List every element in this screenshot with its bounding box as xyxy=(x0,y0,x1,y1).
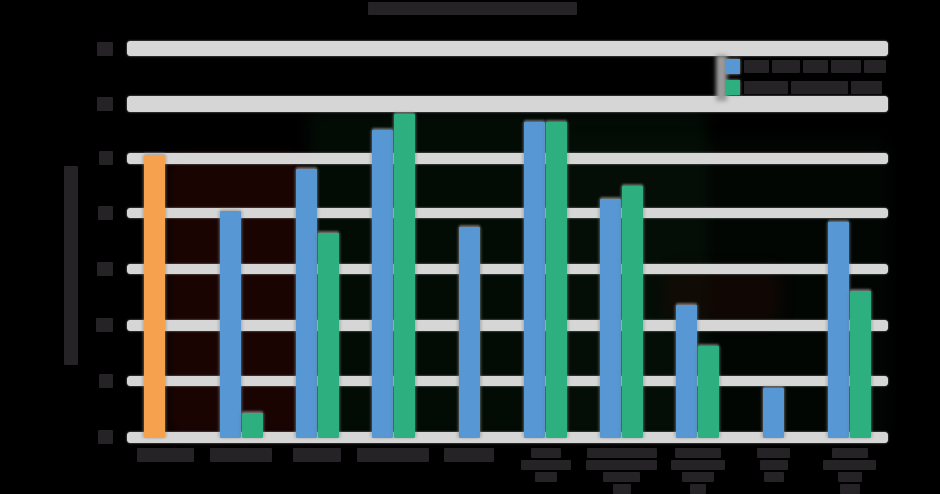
legend-swatch-series-blue xyxy=(725,59,740,74)
bar-green xyxy=(622,185,644,439)
y-tick-label-redacted xyxy=(99,151,113,165)
bar-blue xyxy=(676,304,698,439)
y-tick-label-redacted xyxy=(97,262,113,276)
gridline xyxy=(127,96,888,112)
bar-green xyxy=(850,290,872,439)
legend-label-redacted xyxy=(864,60,886,73)
gridline xyxy=(127,208,888,218)
legend-label-redacted xyxy=(803,60,828,73)
gridline xyxy=(127,319,888,331)
x-tick-label-redacted xyxy=(444,448,495,462)
gridline xyxy=(127,41,888,56)
bar-blue xyxy=(458,227,480,439)
y-tick-label-redacted xyxy=(96,318,113,332)
x-tick-label-redacted xyxy=(603,472,641,482)
bar-blue xyxy=(763,387,785,439)
bar-green xyxy=(317,232,339,439)
x-tick-label-redacted xyxy=(586,448,657,458)
bar-green xyxy=(393,113,415,439)
bar-blue xyxy=(295,169,317,439)
legend-label-redacted xyxy=(831,60,861,73)
x-tick-label-redacted xyxy=(520,460,571,470)
chart-title-redacted xyxy=(368,2,577,15)
x-tick-label-redacted xyxy=(612,484,631,494)
y-tick-label-redacted xyxy=(98,430,113,444)
x-tick-label-redacted xyxy=(674,448,721,458)
x-tick-label-redacted xyxy=(670,460,725,470)
x-tick-label-redacted xyxy=(837,472,862,482)
bar-blue xyxy=(219,210,241,439)
bar-blue xyxy=(600,199,622,439)
y-tick-label-redacted xyxy=(97,41,113,56)
bar-orange xyxy=(143,155,165,439)
bar-green xyxy=(241,412,263,439)
x-tick-label-redacted xyxy=(293,448,342,462)
legend-swatch-series-green xyxy=(725,80,740,95)
legend-label-redacted xyxy=(791,81,848,94)
x-tick-label-redacted xyxy=(757,448,791,458)
x-tick-label-redacted xyxy=(831,448,868,458)
bar-green xyxy=(546,121,568,439)
legend-label-redacted xyxy=(851,81,882,94)
gridline xyxy=(127,431,888,443)
x-tick-label-redacted xyxy=(823,460,877,470)
x-tick-label-redacted xyxy=(763,472,784,482)
x-tick-label-redacted xyxy=(689,484,706,494)
bar-blue xyxy=(371,130,393,439)
legend-label-redacted xyxy=(744,60,769,73)
x-tick-label-redacted xyxy=(357,448,430,462)
x-tick-label-redacted xyxy=(534,472,557,482)
x-tick-label-redacted xyxy=(681,472,714,482)
bar-blue xyxy=(524,121,546,439)
legend-label-redacted xyxy=(744,81,788,94)
legend-label-redacted xyxy=(772,60,800,73)
gridline xyxy=(127,152,888,164)
x-tick-label-redacted xyxy=(586,460,658,470)
gridline xyxy=(127,375,888,386)
legend-strip xyxy=(716,55,727,101)
y-tick-label-redacted xyxy=(98,206,113,220)
bar-blue xyxy=(828,221,850,439)
x-tick-label-redacted xyxy=(136,448,194,462)
bar-green xyxy=(698,346,720,439)
y-axis-title-redacted xyxy=(64,166,78,365)
x-tick-label-redacted xyxy=(210,448,273,462)
y-tick-label-redacted xyxy=(99,373,113,388)
gridline xyxy=(127,264,888,274)
x-tick-label-redacted xyxy=(839,484,860,494)
x-tick-label-redacted xyxy=(759,460,788,470)
y-tick-label-redacted xyxy=(97,97,113,111)
x-tick-label-redacted xyxy=(530,448,561,458)
